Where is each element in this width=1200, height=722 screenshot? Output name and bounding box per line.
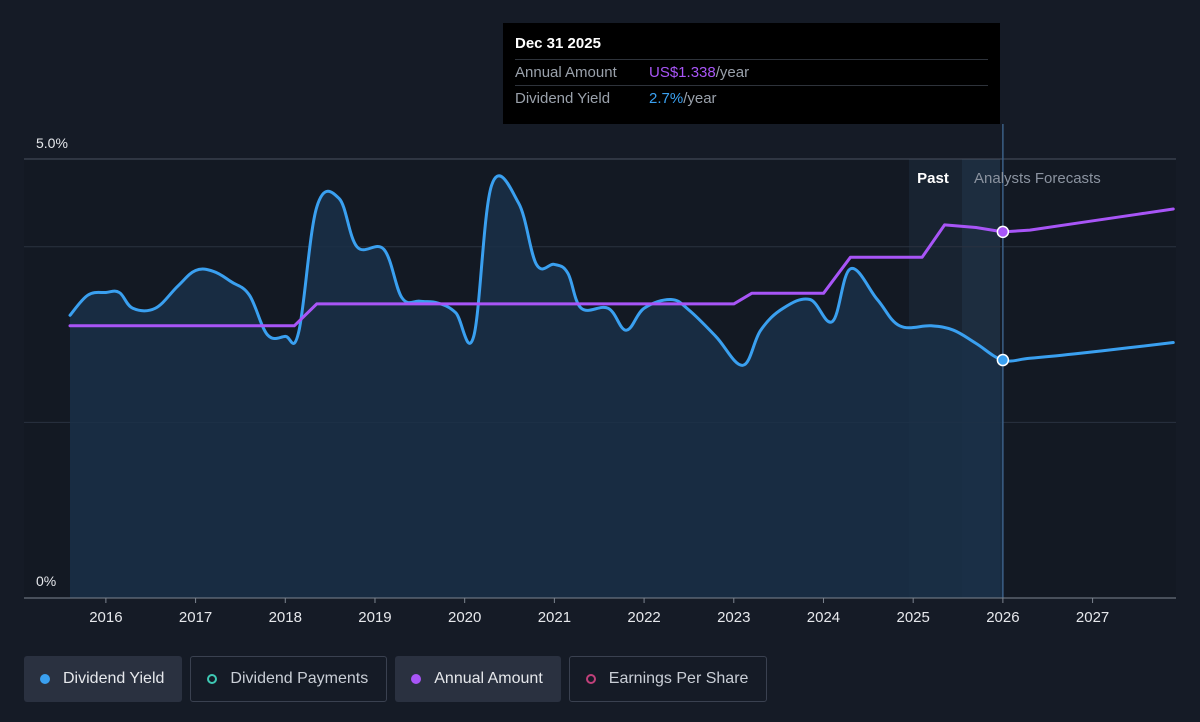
tooltip: Dec 31 2025 Annual Amount US$1.338 /year… — [503, 23, 1000, 124]
x-tick-label: 2025 — [896, 609, 929, 626]
tooltip-yield-label: Dividend Yield — [515, 90, 611, 107]
x-tick-label: 2022 — [627, 609, 660, 626]
x-tick-label: 2018 — [269, 609, 302, 626]
dividend-yield-dot-icon — [40, 674, 50, 684]
x-axis-ticks: 2016 2017 2018 2019 2020 2021 2022 2023 2024 2025… — [89, 598, 1109, 626]
past-label: Past — [917, 170, 949, 187]
x-tick-label: 2019 — [358, 609, 391, 626]
tooltip-annual-label: Annual Amount — [515, 64, 617, 81]
x-tick-label: 2021 — [538, 609, 571, 626]
tooltip-date: Dec 31 2025 — [515, 35, 601, 52]
dividend-yield-marker[interactable] — [996, 353, 1010, 367]
analysts-forecasts-label: Analysts Forecasts — [974, 170, 1101, 187]
dividend-yield-area — [70, 175, 1003, 599]
tooltip-yield-row: Dividend Yield 2.7% /year — [515, 85, 988, 111]
dividend-yield-line — [68, 174, 1175, 367]
tooltip-yield-unit: /year — [683, 90, 717, 107]
legend-label: Dividend Yield — [63, 670, 165, 687]
legend-earnings-per-share[interactable]: Earnings Per Share — [568, 656, 768, 702]
annual-amount-line — [68, 207, 1175, 328]
legend-dividend-payments[interactable]: Dividend Payments — [190, 656, 388, 702]
dividend-payments-ring-icon — [207, 674, 218, 684]
y-axis-label-min: 0% — [36, 573, 56, 589]
x-tick-label: 2020 — [448, 609, 481, 626]
annual-amount-marker[interactable] — [996, 225, 1010, 239]
x-tick-label: 2016 — [89, 609, 122, 626]
x-tick-label: 2017 — [179, 609, 212, 626]
legend-dividend-yield[interactable]: Dividend Yield — [24, 656, 183, 702]
legend: Dividend Yield Dividend Payments Annual … — [24, 656, 768, 702]
earnings-per-share-ring-icon — [585, 674, 596, 684]
annual-amount-dot-icon — [411, 674, 422, 684]
y-axis-label-max: 5.0% — [36, 135, 68, 151]
x-tick-label: 2023 — [717, 609, 750, 626]
legend-label: Earnings Per Share — [608, 670, 749, 687]
tooltip-annual-value: US$1.338 — [649, 64, 716, 81]
tooltip-yield-value: 2.7% — [649, 90, 684, 107]
legend-label: Annual Amount — [434, 670, 543, 687]
x-tick-label: 2026 — [986, 609, 1019, 626]
legend-annual-amount[interactable]: Annual Amount — [395, 656, 561, 702]
x-tick-label: 2027 — [1076, 609, 1109, 626]
tooltip-annual-row: Annual Amount US$1.338 /year — [515, 59, 988, 85]
tooltip-annual-unit: /year — [715, 64, 750, 81]
x-tick-label: 2024 — [807, 609, 840, 626]
legend-label: Dividend Payments — [230, 670, 369, 687]
